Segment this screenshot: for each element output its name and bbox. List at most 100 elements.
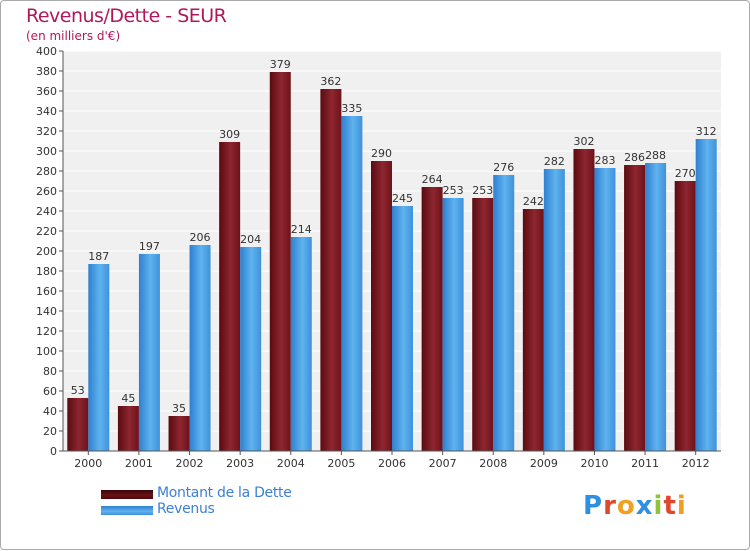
y-tick-label: 80 (43, 365, 57, 378)
y-tick-label: 400 (36, 45, 57, 58)
y-tick-label: 240 (36, 205, 57, 218)
logo-letter: i (676, 491, 687, 521)
legend-swatch-revenus (101, 506, 153, 515)
x-tick-label: 2008 (479, 457, 507, 470)
data-label-revenus: 288 (645, 149, 666, 162)
bar-dette (371, 161, 392, 451)
data-label-dette: 290 (371, 147, 392, 160)
y-tick-label: 100 (36, 345, 57, 358)
y-tick-label: 220 (36, 225, 57, 238)
legend-label-dette: Montant de la Dette (157, 485, 292, 501)
bar-revenus (88, 264, 110, 451)
bar-revenus (594, 168, 616, 451)
y-tick-label: 320 (36, 125, 57, 138)
data-label-dette: 270 (675, 167, 696, 180)
bar-dette (117, 406, 139, 451)
axes: 0 20 40 60 80 100 120 140 160 180 200 220 240 260 280 3… (36, 45, 721, 470)
bar-revenus (138, 254, 160, 451)
legend-item-revenus: Revenus (101, 501, 361, 519)
x-tick-label: 2005 (327, 457, 355, 470)
x-tick-label: 2010 (580, 457, 608, 470)
bar-revenus (392, 206, 413, 451)
x-tick-label: 2007 (429, 457, 457, 470)
chart-subtitle: (en milliers d'€) (26, 29, 121, 43)
logo-letter: i (653, 491, 664, 521)
bar-dette (168, 416, 190, 451)
bar-revenus (442, 198, 464, 451)
bar-revenus (341, 116, 363, 451)
x-tick-label: 2004 (277, 457, 305, 470)
data-label-revenus: 204 (240, 233, 261, 246)
logo-letter: o (616, 491, 636, 521)
y-tick-label: 260 (36, 185, 57, 198)
data-label-dette: 302 (573, 135, 594, 148)
bar-revenus (493, 175, 515, 451)
x-tick-label: 2011 (631, 457, 659, 470)
bar-dette (219, 142, 241, 451)
x-tick-label: 2009 (530, 457, 558, 470)
y-tick-label: 140 (36, 305, 57, 318)
y-tick-label: 360 (36, 85, 57, 98)
legend-item-dette: Montant de la Dette (101, 485, 361, 503)
data-label-dette: 253 (472, 184, 493, 197)
bar-dette (421, 187, 443, 451)
y-tick-label: 60 (43, 385, 57, 398)
legend: Montant de la Dette Revenus (101, 485, 361, 519)
proxiti-logo: Proxiti (583, 491, 687, 521)
bar-dette (472, 198, 494, 451)
x-tick-label: 2006 (378, 457, 406, 470)
data-label-dette: 362 (320, 75, 341, 88)
y-tick-label: 340 (36, 105, 57, 118)
bars (67, 72, 717, 451)
data-label-dette: 286 (624, 151, 645, 164)
data-label-dette: 45 (121, 392, 135, 405)
bar-dette (67, 398, 89, 451)
logo-letter: P (583, 491, 604, 521)
bar-revenus (189, 245, 211, 451)
y-tick-label: 180 (36, 265, 57, 278)
bar-revenus (240, 247, 262, 451)
bar-dette (269, 72, 291, 451)
bar-revenus (290, 237, 312, 451)
y-tick-label: 200 (36, 245, 57, 258)
x-tick-label: 2002 (176, 457, 204, 470)
bar-dette (573, 149, 595, 451)
x-tick-label: 2000 (74, 457, 102, 470)
data-label-dette: 53 (71, 384, 85, 397)
data-label-dette: 35 (172, 402, 186, 415)
bar-dette (624, 165, 646, 451)
y-tick-label: 280 (36, 165, 57, 178)
legend-swatch-dette (101, 490, 153, 499)
bar-revenus (645, 163, 667, 451)
data-label-dette: 309 (219, 128, 240, 141)
bar-dette (674, 181, 696, 451)
bar-dette (522, 209, 544, 451)
data-labels: 53 187 45 197 35 206 309 204 379 214 362 335 290 245 2… (71, 58, 717, 415)
data-label-revenus: 253 (443, 184, 464, 197)
y-tick-label: 40 (43, 405, 57, 418)
data-label-dette: 379 (270, 58, 291, 71)
y-tick-label: 0 (50, 445, 57, 458)
x-tick-label: 2003 (226, 457, 254, 470)
y-tick-label: 20 (43, 425, 57, 438)
y-tick-label: 160 (36, 285, 57, 298)
data-label-revenus: 187 (88, 250, 109, 263)
y-tick-label: 120 (36, 325, 57, 338)
x-tick-label: 2012 (682, 457, 710, 470)
chart-title: Revenus/Dette - SEUR (26, 5, 227, 27)
data-label-revenus: 245 (392, 192, 413, 205)
logo-letter: x (635, 491, 654, 521)
legend-label-revenus: Revenus (157, 501, 215, 517)
data-label-revenus: 335 (341, 102, 362, 115)
y-tick-label: 380 (36, 65, 57, 78)
y-tick-label: 300 (36, 145, 57, 158)
logo-letter: r (603, 491, 617, 521)
data-label-revenus: 276 (493, 161, 514, 174)
data-label-dette: 264 (422, 173, 443, 186)
data-label-revenus: 206 (190, 231, 211, 244)
x-tick-label: 2001 (125, 457, 153, 470)
data-label-dette: 242 (523, 195, 544, 208)
data-label-revenus: 312 (696, 125, 717, 138)
